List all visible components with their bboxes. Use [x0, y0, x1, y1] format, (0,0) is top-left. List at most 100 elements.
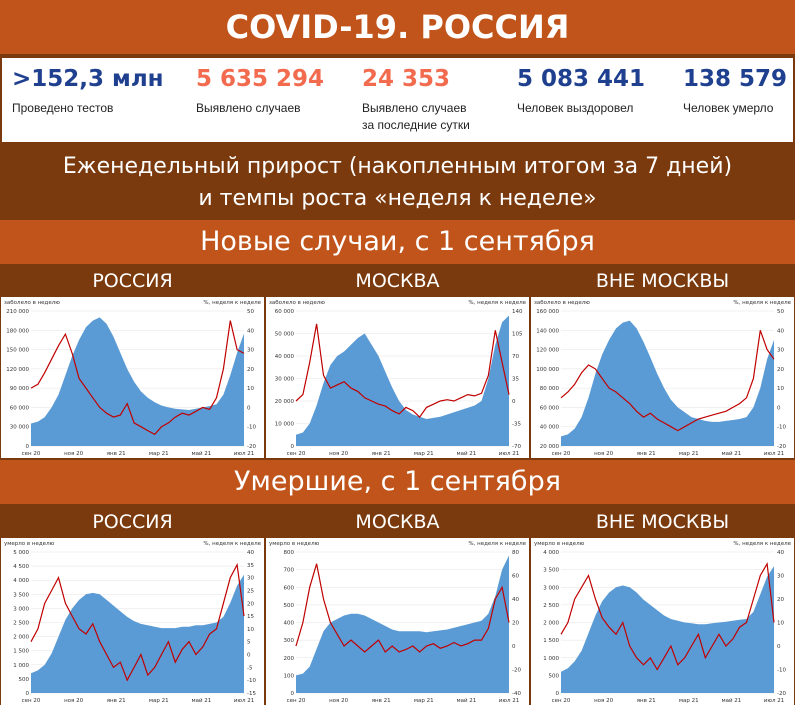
x-tick-label: янв 21	[107, 451, 126, 457]
x-tick-label: янв 21	[372, 698, 391, 704]
y-tick-label: 2 500	[13, 621, 29, 627]
chart-panel-cases-russia: РОССИЯ заболело в неделю %, неделя к неде…	[1, 265, 264, 458]
growth-rate-line	[295, 323, 510, 419]
y2-tick-label: 0	[512, 399, 516, 405]
x-tick-label: май 21	[721, 697, 741, 704]
x-tick-label: сен 20	[22, 451, 41, 457]
y-tick-label: 30 000	[275, 377, 295, 383]
y-tick-label: 4 000	[13, 578, 29, 584]
x-tick-label: ноя 20	[594, 698, 614, 704]
y2-tick-label: 35	[247, 563, 254, 569]
y2-tick-label: 5	[247, 640, 251, 646]
growth-rate-line	[560, 561, 775, 671]
y-tick-label: 800	[284, 550, 295, 556]
y2-tick-label: 40	[777, 550, 784, 556]
y-tick-label: 20 000	[275, 399, 295, 405]
y2-tick-label: 105	[512, 332, 523, 338]
x-tick-label: сен 20	[287, 451, 306, 457]
y2-tick-label: -10	[247, 425, 256, 431]
y2-tick-label: 10	[777, 621, 784, 627]
x-tick-label: мар 21	[679, 698, 699, 704]
y-tick-label: 700	[284, 568, 295, 574]
y2-tick-label: 30	[247, 576, 254, 582]
panel-region: РОССИЯ	[1, 265, 264, 297]
y2-tick-label: 40	[247, 328, 254, 334]
y-tick-label: 1 500	[13, 649, 29, 655]
y2-tick-label: 25	[247, 588, 254, 594]
growth-rate-line	[295, 563, 510, 653]
chart-cases-russia: заболело в неделю %, неделя к неделе 210 0…	[4, 300, 262, 457]
chart-panel-deaths-russia: РОССИЯ умерло в неделю %, неделя к неделе…	[1, 506, 264, 705]
y-tick-label: 40 000	[275, 354, 295, 360]
y2-axis-label: %, неделя к неделе	[203, 541, 261, 547]
section-cases-title: Новые случаи, с 1 сентября	[0, 220, 795, 264]
y-tick-label: 150 000	[6, 348, 29, 354]
x-tick-label: янв 21	[637, 698, 656, 704]
panel-region: ВНЕ МОСКВЫ	[531, 506, 794, 538]
y-tick-label: 0	[291, 691, 295, 697]
y2-tick-label: 35	[512, 377, 519, 383]
stat-label: Человек умерло	[683, 101, 774, 115]
y2-tick-label: 40	[247, 550, 254, 556]
stat-daily-cases: 24 353 Выявлено случаев за последние сут…	[362, 66, 470, 134]
y2-tick-label: -70	[512, 444, 521, 450]
x-tick-label: май 21	[456, 450, 476, 457]
y2-tick-label: -40	[512, 691, 521, 697]
y2-tick-label: 20	[512, 621, 519, 627]
stat-value: 5 635 294	[196, 66, 325, 92]
y-tick-label: 0	[291, 444, 295, 450]
y2-tick-label: 10	[777, 386, 784, 392]
y-tick-label: 100 000	[536, 367, 559, 373]
y-tick-label: 4 500	[13, 564, 29, 570]
y-tick-label: 2 000	[13, 635, 29, 641]
y-tick-label: 600	[284, 585, 295, 591]
y2-tick-label: 15	[247, 614, 254, 620]
stat-label: Проведено тестов	[12, 101, 114, 115]
y2-tick-label: -5	[247, 665, 253, 671]
stat-label: Человек выздоровел	[517, 101, 634, 115]
stat-value: 24 353	[362, 66, 451, 92]
x-tick-label: мар 21	[679, 451, 699, 457]
y-tick-label: 0	[26, 444, 30, 450]
y2-tick-label: 0	[777, 405, 781, 411]
stats-bar: >152,3 млн Проведено тестов 5 635 294 Вы…	[2, 58, 793, 142]
y2-tick-label: -35	[512, 422, 521, 428]
stat-cases: 5 635 294 Выявлено случаев	[196, 66, 324, 117]
y-tick-label: 3 500	[543, 568, 559, 574]
chart-deaths-russia: умерло в неделю %, неделя к неделе 5 000 4 …	[4, 541, 262, 704]
x-tick-label: ноя 20	[594, 451, 614, 457]
y-axis-label: заболело в неделю	[4, 300, 60, 306]
y-tick-label: 90 000	[10, 386, 30, 392]
y-tick-label: 20 000	[540, 444, 560, 450]
y2-tick-label: 0	[512, 644, 516, 650]
y2-tick-label: 30	[247, 348, 254, 354]
y2-axis-label: %, неделя к неделе	[468, 541, 526, 547]
y2-tick-label: 40	[777, 328, 784, 334]
panel-region: РОССИЯ	[1, 506, 264, 538]
y2-tick-label: 80	[512, 550, 519, 556]
stat-label: Выявлено случаев за последние сутки	[362, 101, 470, 132]
y-tick-label: 1 000	[13, 663, 29, 669]
y2-tick-label: -20	[247, 444, 256, 450]
y2-tick-label: 20	[777, 367, 784, 373]
x-tick-label: май 21	[191, 450, 211, 457]
page-title: COVID-19. РОССИЯ	[0, 0, 795, 54]
chart-panel-deaths-moscow: МОСКВА умерло в неделю %, неделя к неделе…	[266, 506, 529, 705]
panel-region: МОСКВА	[266, 506, 529, 538]
y-tick-label: 5 000	[13, 550, 29, 556]
x-tick-label: июл 21	[234, 451, 254, 457]
panel-region: МОСКВА	[266, 265, 529, 297]
stat-value: >152,3 млн	[12, 66, 164, 92]
y-axis-label: умерло в неделю	[269, 541, 320, 547]
weekly-total-area	[31, 317, 244, 446]
y2-tick-label: -10	[777, 425, 786, 431]
chart-panel-deaths-outside-moscow: ВНЕ МОСКВЫ умерло в неделю %, неделя к не…	[531, 506, 794, 705]
x-tick-label: июл 21	[764, 451, 784, 457]
y-tick-label: 180 000	[6, 328, 29, 334]
growth-rate-line	[30, 562, 245, 682]
y-tick-label: 2 500	[543, 603, 559, 609]
x-tick-label: янв 21	[637, 451, 656, 457]
x-tick-label: июл 21	[499, 451, 519, 457]
x-tick-label: сен 20	[22, 698, 41, 704]
y2-tick-label: 0	[247, 405, 251, 411]
